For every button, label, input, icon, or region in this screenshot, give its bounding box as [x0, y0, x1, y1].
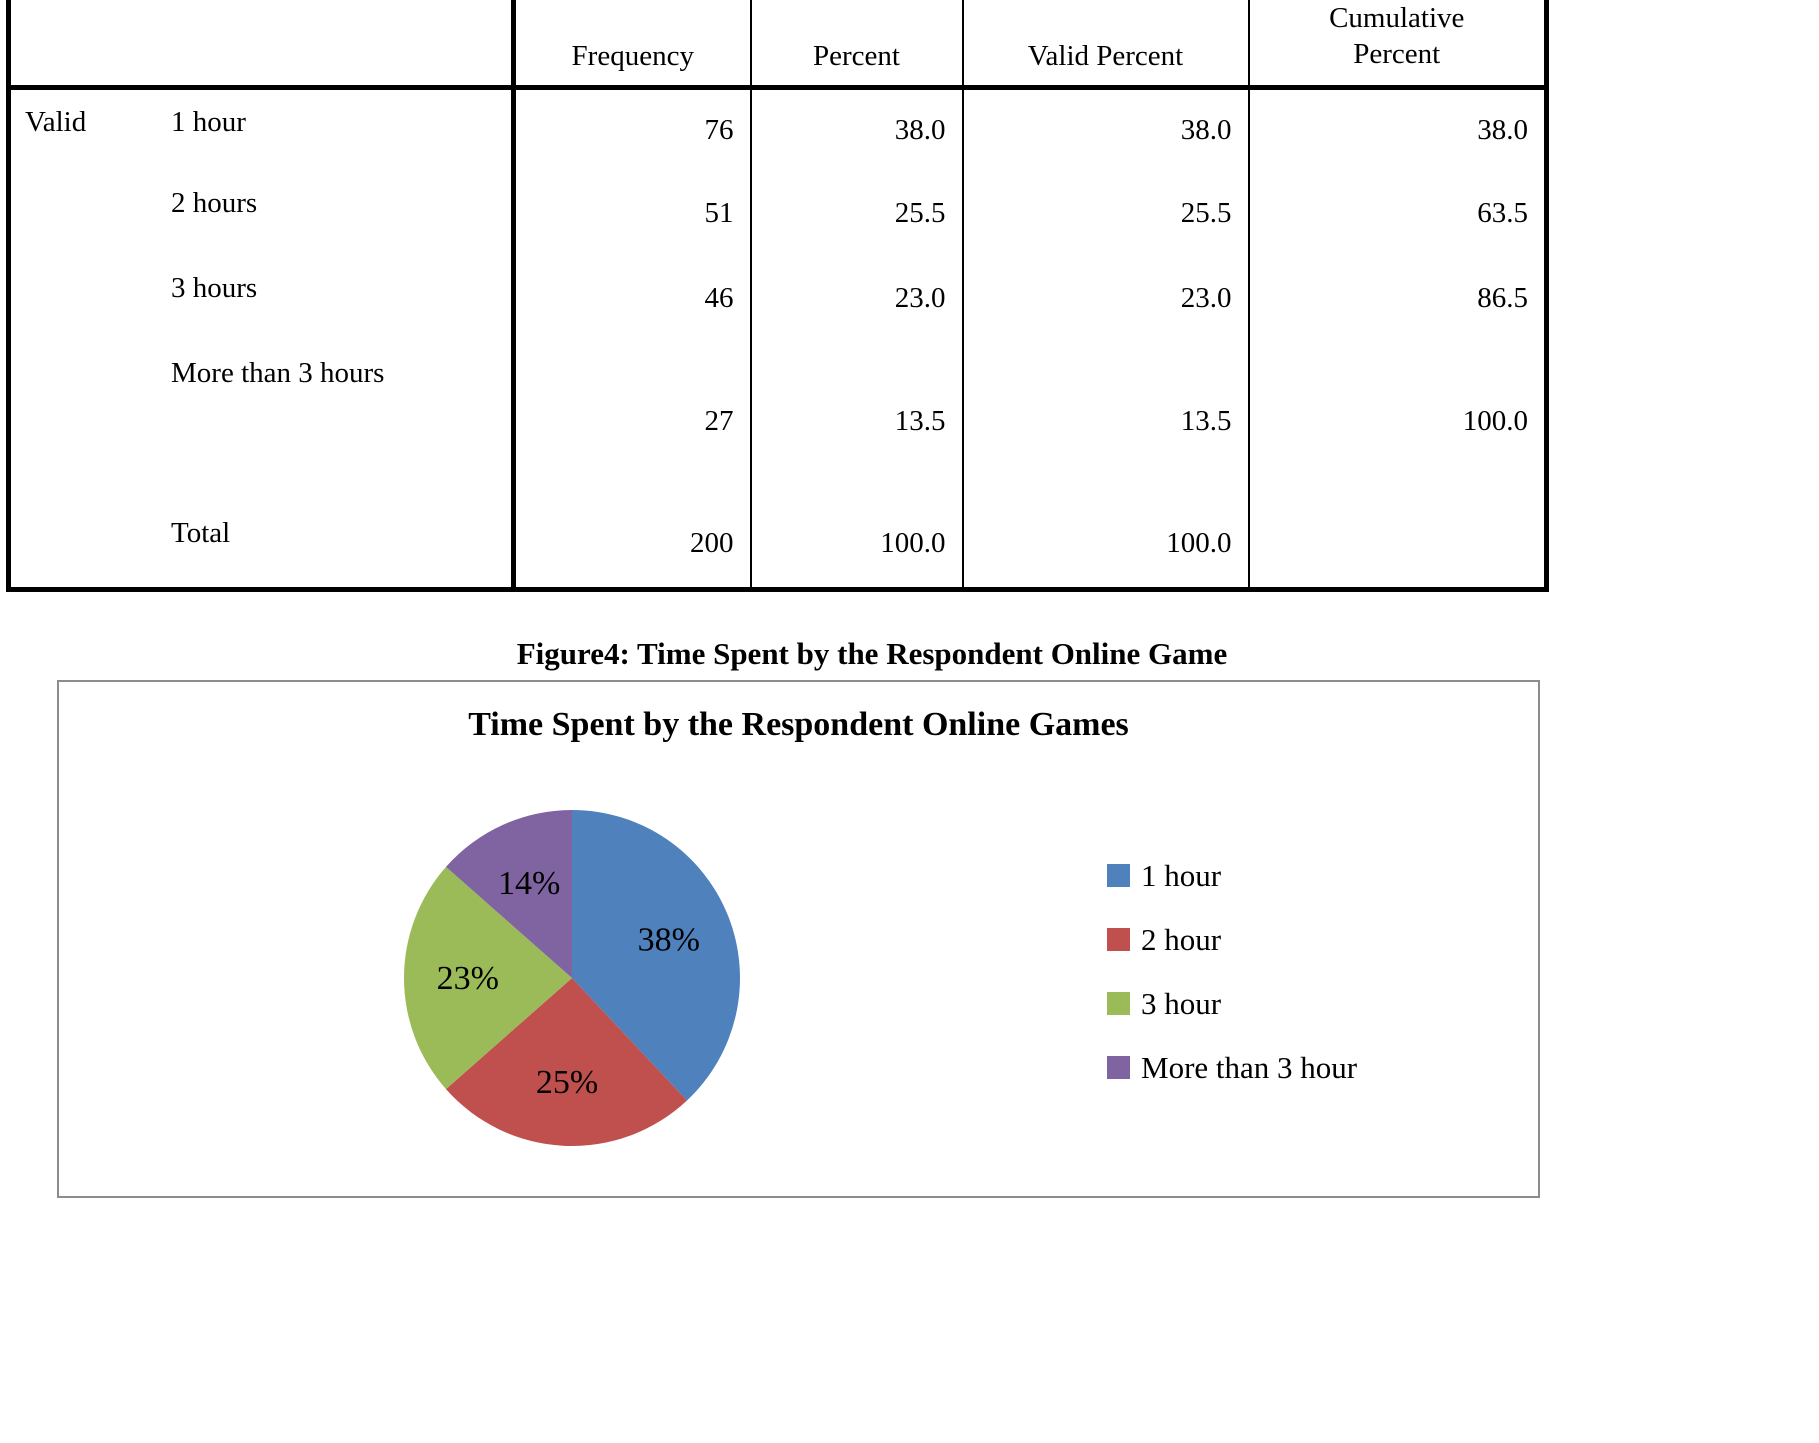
legend-swatch	[1107, 928, 1130, 951]
header-valid-percent: Valid Percent	[962, 0, 1250, 90]
header-frequency: Frequency	[513, 0, 752, 90]
cell-frequency: 200	[513, 501, 752, 589]
row-label: 2 hours	[171, 187, 258, 219]
legend-swatch	[1107, 864, 1130, 887]
legend-item: More than 3 hour	[1107, 1052, 1357, 1083]
cell-percent: 100.0	[750, 501, 964, 589]
cell-valid-percent: 13.5	[962, 341, 1250, 501]
cell-frequency: 46	[513, 256, 752, 341]
legend-swatch	[1107, 1056, 1130, 1079]
header-blank	[8, 0, 516, 90]
row-label: 1 hour	[171, 105, 246, 138]
chart-legend: 1 hour 2 hour 3 hour More than 3 hour	[1107, 860, 1357, 1083]
cell-percent: 38.0	[750, 87, 964, 171]
pie-slice-2-hour	[445, 978, 687, 1147]
pie-slice-label: 38%	[638, 922, 700, 959]
legend-label: 2 hour	[1141, 922, 1222, 957]
row-label: 3 hours	[171, 272, 258, 304]
row-label-cell: 3 hours	[8, 256, 516, 341]
legend-label: More than 3 hour	[1141, 1050, 1358, 1085]
table-row: Total 200 100.0 100.0	[8, 501, 1547, 589]
pie-slice-3-hour	[403, 866, 572, 1090]
cell-cumulative-percent	[1249, 501, 1547, 589]
legend-swatch	[1107, 992, 1130, 1015]
pie-slice-more-than-3-hour	[445, 810, 572, 978]
legend-label: 3 hour	[1141, 986, 1222, 1021]
header-percent: Percent	[750, 0, 964, 90]
table-row: 2 hours 51 25.5 25.5 63.5	[8, 171, 1547, 256]
cell-percent: 13.5	[750, 341, 964, 501]
row-label-cell: Valid 1 hour	[8, 87, 516, 171]
row-label-cell: 2 hours	[8, 171, 516, 256]
pie-slice-1-hour	[572, 810, 740, 1101]
cell-valid-percent: 38.0	[962, 87, 1250, 171]
cell-percent: 23.0	[750, 256, 964, 341]
legend-item: 1 hour	[1107, 860, 1357, 891]
chart-title: Time Spent by the Respondent Online Game…	[468, 706, 1129, 743]
cell-cumulative-percent: 38.0	[1477, 113, 1528, 146]
frequency-table: Frequency Percent Valid Percent Cumulati…	[6, 0, 1549, 592]
row-label-cell: Total	[8, 501, 516, 589]
cell-frequency: 51	[513, 171, 752, 256]
cell-cumulative-percent: 86.5	[1477, 282, 1528, 314]
cell-valid-percent: 25.5	[962, 171, 1250, 256]
pie-slice-label: 25%	[536, 1064, 598, 1101]
chart-box: Time Spent by the Respondent Online Game…	[57, 680, 1540, 1198]
legend-item: 3 hour	[1107, 988, 1357, 1019]
cell-cumulative-percent: 100.0	[1462, 404, 1528, 437]
row-label: More than 3 hours	[171, 357, 385, 389]
row-group-label: Valid	[25, 105, 87, 138]
legend-label: 1 hour	[1141, 858, 1222, 893]
header-cumulative-percent-text: Cumulative Percent	[1329, 2, 1465, 71]
row-label: Total	[171, 517, 231, 549]
pie-chart: 38% 25% 23% 14%	[403, 810, 740, 1147]
cell-frequency: 76	[513, 87, 752, 171]
table-row: Valid 1 hour 76 38.0 38.0 38.0	[8, 87, 1547, 171]
header-cumulative-percent: Cumulative Percent	[1248, 0, 1547, 90]
pie-slice-label: 14%	[498, 865, 560, 902]
figure-caption: Figure4: Time Spent by the Respondent On…	[516, 636, 1228, 671]
cell-frequency: 27	[513, 341, 752, 501]
cell-valid-percent: 100.0	[962, 501, 1250, 589]
cell-percent: 25.5	[750, 171, 964, 256]
row-label-cell: More than 3 hours	[8, 341, 516, 501]
cell-cumulative-percent: 63.5	[1477, 197, 1528, 229]
table-row: 3 hours 46 23.0 23.0 86.5	[8, 256, 1547, 341]
table-row: More than 3 hours 27 13.5 13.5 100.0	[8, 341, 1547, 501]
table-header: Frequency Percent Valid Percent Cumulati…	[8, 0, 1547, 90]
legend-item: 2 hour	[1107, 924, 1357, 955]
cell-valid-percent: 23.0	[962, 256, 1250, 341]
pie-slice-label: 23%	[437, 960, 499, 997]
